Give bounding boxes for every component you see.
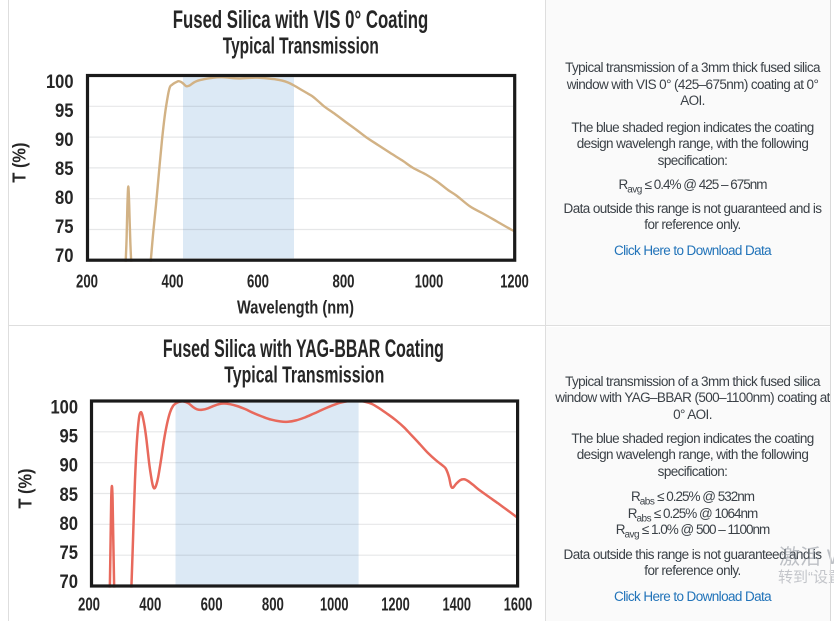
svg-text:200: 200 [76, 272, 98, 292]
svg-text:80: 80 [55, 187, 74, 209]
svg-text:85: 85 [55, 158, 74, 180]
svg-text:75: 75 [55, 216, 74, 238]
svg-text:95: 95 [55, 100, 74, 122]
svg-text:85: 85 [60, 484, 79, 506]
svg-text:800: 800 [333, 272, 355, 292]
svg-text:Typical Transmission: Typical Transmission [224, 361, 384, 387]
svg-text:75: 75 [60, 542, 79, 564]
svg-text:1600: 1600 [504, 595, 533, 615]
svg-text:1200: 1200 [500, 272, 529, 292]
svg-text:400: 400 [162, 272, 184, 292]
svg-text:95: 95 [60, 426, 79, 448]
svg-text:Wavelength (nm): Wavelength (nm) [237, 298, 354, 318]
svg-text:Fused Silica with YAG-BBAR Coa: Fused Silica with YAG-BBAR Coating [163, 335, 444, 363]
svg-text:T (%): T (%) [10, 143, 30, 183]
svg-text:1000: 1000 [320, 595, 349, 615]
svg-text:Fused Silica with VIS 0° Coati: Fused Silica with VIS 0° Coating [173, 6, 429, 34]
svg-text:100: 100 [46, 71, 74, 93]
svg-text:90: 90 [60, 455, 79, 477]
svg-text:600: 600 [201, 595, 223, 615]
svg-text:T (%): T (%) [16, 469, 36, 509]
svg-text:1000: 1000 [415, 272, 444, 292]
svg-text:70: 70 [60, 571, 79, 593]
svg-text:1400: 1400 [443, 595, 472, 615]
svg-text:400: 400 [139, 595, 161, 615]
svg-text:70: 70 [55, 245, 74, 267]
svg-text:200: 200 [78, 595, 100, 615]
svg-text:90: 90 [55, 129, 74, 151]
svg-text:80: 80 [60, 513, 79, 535]
svg-text:600: 600 [247, 272, 269, 292]
svg-text:1200: 1200 [381, 595, 410, 615]
svg-text:100: 100 [51, 397, 79, 419]
svg-text:Typical Transmission: Typical Transmission [223, 33, 379, 59]
svg-text:800: 800 [262, 595, 284, 615]
